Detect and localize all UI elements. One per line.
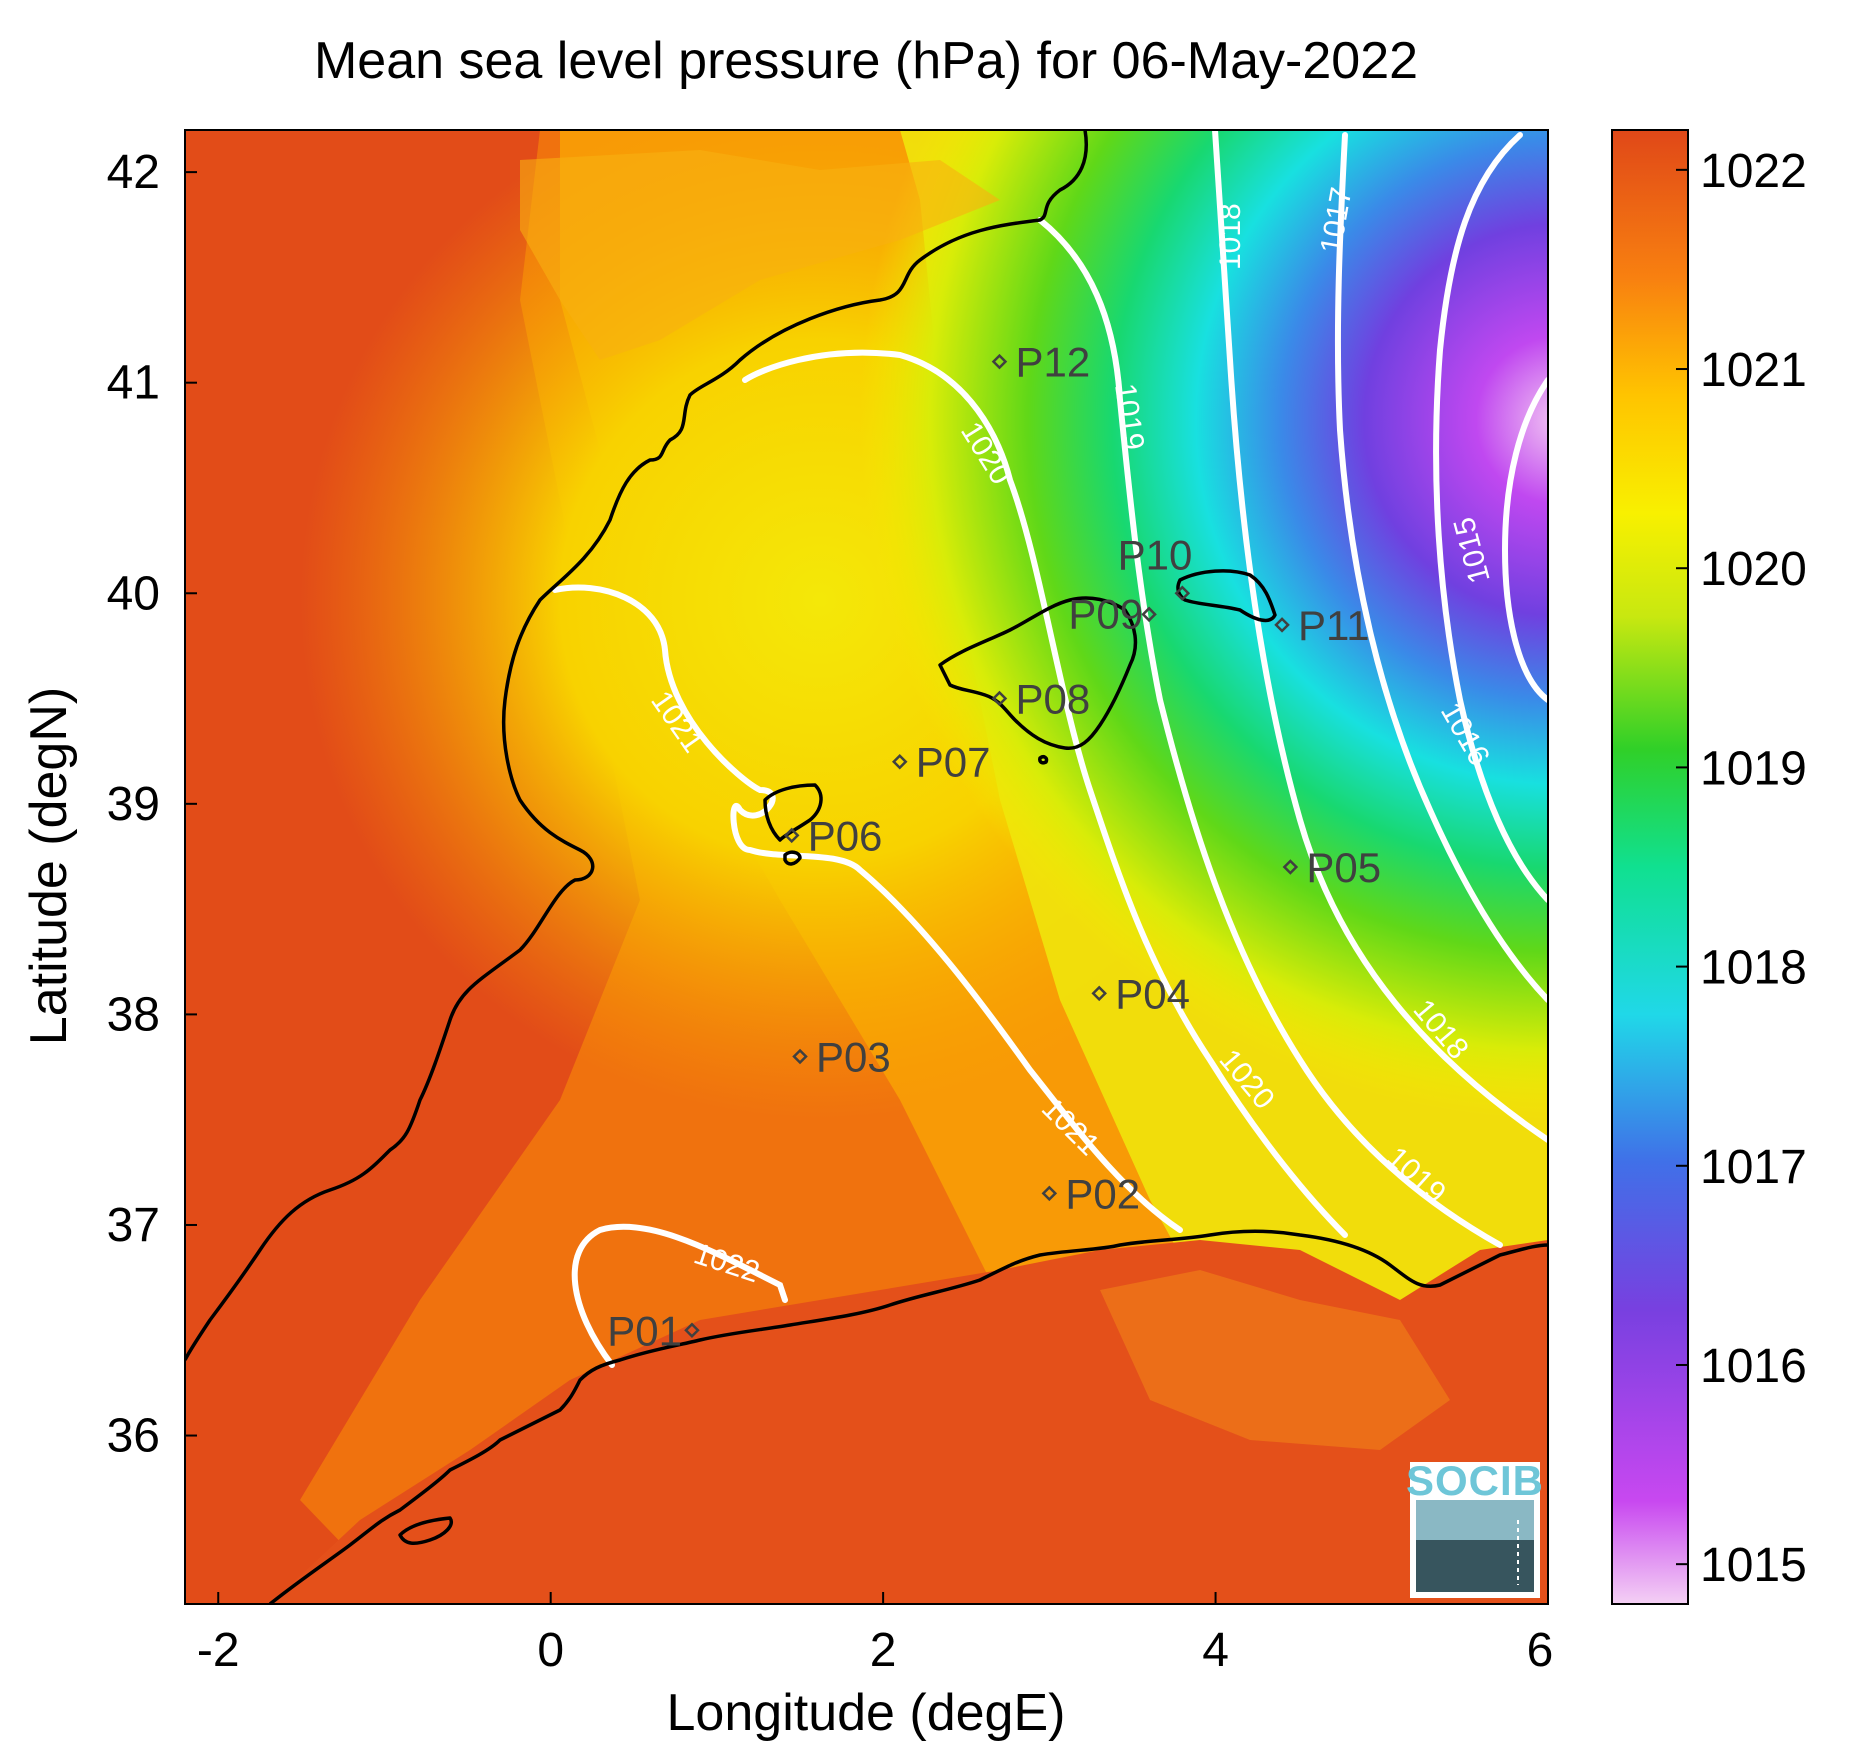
station-marker <box>991 690 1008 707</box>
contours <box>552 130 1548 1368</box>
colorbar-tick-label: 1018 <box>1700 942 1807 995</box>
station-label: P05 <box>1306 844 1381 891</box>
y-tick-label: 41 <box>107 357 160 410</box>
colorbar-tick-label: 1022 <box>1700 145 1807 198</box>
x-axis-label: Longitude (degE) <box>667 1684 1066 1742</box>
station-marker <box>783 827 800 844</box>
station-label: P10 <box>1118 531 1193 578</box>
y-axis-label: Latitude (degN) <box>20 687 78 1045</box>
contour-1019 <box>1037 217 1503 1248</box>
station-label: P12 <box>1015 339 1090 386</box>
x-tick-label: -2 <box>197 1624 240 1677</box>
station-label: P04 <box>1115 970 1190 1017</box>
station-marker <box>1091 985 1107 1002</box>
y-tick-label: 39 <box>107 778 160 831</box>
colorbar-tick-label: 1016 <box>1700 1340 1807 1393</box>
station-label: P07 <box>916 739 991 786</box>
coastline-alboran <box>398 1516 453 1546</box>
station-marker <box>1174 585 1191 602</box>
colorbar-tick-label: 1021 <box>1700 344 1807 397</box>
x-tick-label: 6 <box>1527 1624 1554 1677</box>
station-label: P08 <box>1015 676 1090 723</box>
coastline-ibiza <box>763 783 823 842</box>
contour-1017 <box>1334 132 1548 1003</box>
colorbar-tick-label: 1019 <box>1700 742 1807 795</box>
land-africa-detail <box>1100 1270 1450 1450</box>
y-tick-label: 36 <box>107 1410 160 1463</box>
station-label: P02 <box>1065 1170 1140 1217</box>
stations: P01 P02 P03 P04 P05 P06 P07 P08 P09 P10 P11 P12 <box>607 339 1381 1355</box>
station-marker <box>792 1048 808 1065</box>
contour-1018 <box>1212 130 1548 1143</box>
station-marker <box>1141 606 1157 623</box>
contour-1015 <box>1501 377 1548 703</box>
colorbar-tick-label: 1020 <box>1700 543 1807 596</box>
colorbar-tick-label: 1017 <box>1700 1141 1807 1194</box>
contour-1016 <box>1433 132 1548 903</box>
land-iberia-highland <box>520 150 1000 360</box>
colorbar-gradient <box>1611 129 1689 1605</box>
coastline-cabrera <box>1038 755 1049 765</box>
y-tick-label: 38 <box>107 988 160 1041</box>
x-tick-label: 2 <box>870 1624 897 1677</box>
contour-label: 1018 <box>1214 203 1247 270</box>
station-marker <box>1274 617 1290 633</box>
y-tick-label: 40 <box>107 567 160 620</box>
station-marker <box>891 753 908 770</box>
socib-logo-text: SOCIB <box>1406 1457 1544 1504</box>
colorbar: 1022 1021 1020 1019 1018 1017 1016 1015 <box>1611 129 1807 1605</box>
coastlines <box>185 130 1548 1604</box>
colorbar-tick-label: 1015 <box>1700 1539 1807 1592</box>
station-label: P01 <box>607 1307 682 1354</box>
coastline-iberia <box>185 130 1088 1361</box>
station-marker <box>1041 1185 1058 1202</box>
socib-logo: SOCIB <box>1406 1457 1544 1598</box>
station-marker <box>991 353 1008 370</box>
coastline-africa <box>268 1229 1548 1604</box>
y-axis: 42 41 40 39 38 37 36 <box>107 146 197 1463</box>
x-tick-label: 0 <box>537 1624 564 1677</box>
station-marker <box>1282 859 1299 875</box>
x-axis: -2 0 2 4 6 <box>197 1592 1553 1677</box>
station-marker <box>684 1322 700 1339</box>
map-area <box>185 130 1548 1604</box>
station-label: P09 <box>1068 590 1143 637</box>
y-tick-label: 37 <box>107 1199 160 1252</box>
coastline-formentera <box>783 850 802 866</box>
map-frame <box>184 129 1549 1605</box>
contour-1022 <box>571 1223 788 1368</box>
colorbar-ticks: 1022 1021 1020 1019 1018 1017 1016 1015 <box>1676 145 1807 1592</box>
station-label: P06 <box>808 812 883 859</box>
chart-title: Mean sea level pressure (hPa) for 06-May… <box>314 32 1418 90</box>
contour-1021 <box>552 584 1183 1233</box>
y-tick-label: 42 <box>107 146 160 199</box>
station-label: P03 <box>816 1034 891 1081</box>
contour-1020 <box>742 349 1348 1238</box>
x-tick-label: 4 <box>1202 1624 1229 1677</box>
station-label: P11 <box>1298 602 1370 649</box>
